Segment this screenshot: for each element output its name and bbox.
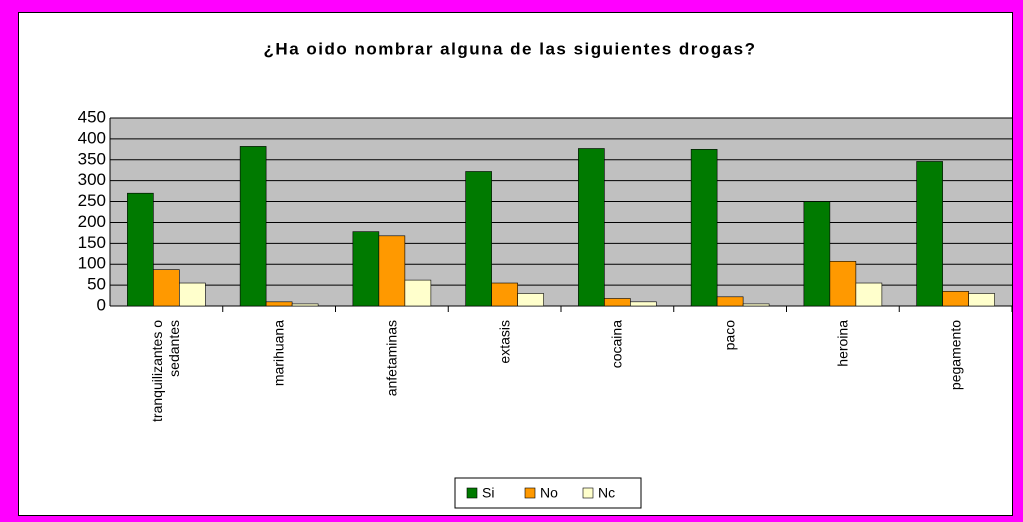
legend-swatch: [524, 487, 536, 499]
y-tick-label: 450: [78, 107, 106, 126]
x-tick-label: pegamento: [947, 320, 964, 391]
bar: [153, 269, 180, 307]
bar: [803, 201, 831, 307]
bar: [829, 260, 857, 307]
y-tick-label: 250: [78, 191, 106, 210]
bar: [291, 303, 319, 307]
x-tick-label: marihuana: [270, 320, 287, 387]
y-tick-label: 200: [78, 212, 106, 231]
legend-label: Nc: [598, 485, 615, 501]
legend-box: [454, 477, 642, 509]
x-tick-label: extasis: [496, 320, 513, 364]
legend-swatch: [582, 487, 594, 499]
y-tick-label: 0: [97, 295, 106, 314]
x-tick-label: anfetaminas: [383, 320, 400, 397]
bar: [716, 296, 744, 307]
bar: [465, 171, 492, 307]
legend-swatch: [466, 487, 478, 499]
bar: [517, 293, 544, 307]
x-tick-label: tranquilizantes o sedantes: [149, 320, 183, 422]
bar: [968, 293, 995, 307]
bar: [127, 192, 154, 307]
bar: [604, 298, 631, 307]
bar: [630, 301, 657, 307]
bar: [855, 282, 883, 307]
bar: [239, 146, 267, 307]
chart-title: ¿Ha oido nombrar alguna de las siguiente…: [264, 39, 757, 58]
bar: [404, 279, 432, 307]
bar: [942, 291, 969, 307]
y-tick-label: 300: [78, 170, 106, 189]
y-tick-label: 100: [78, 254, 106, 273]
y-tick-label: 150: [78, 233, 106, 252]
bar: [742, 303, 770, 307]
x-tick-label: paco: [721, 320, 738, 351]
bar: [916, 161, 943, 307]
bar: [265, 301, 293, 307]
bar: [491, 282, 518, 307]
bar: [690, 149, 718, 307]
bar: [578, 148, 605, 307]
bar: [179, 282, 206, 307]
legend-label: Si: [482, 485, 494, 501]
x-tick-label: heroina: [834, 320, 851, 367]
bar: [378, 235, 406, 307]
y-tick-label: 50: [87, 275, 106, 294]
legend-label: No: [540, 485, 558, 501]
y-tick-label: 400: [78, 128, 106, 147]
x-tick-label: cocaina: [608, 320, 625, 369]
y-tick-label: 350: [78, 149, 106, 168]
bar: [352, 231, 380, 307]
